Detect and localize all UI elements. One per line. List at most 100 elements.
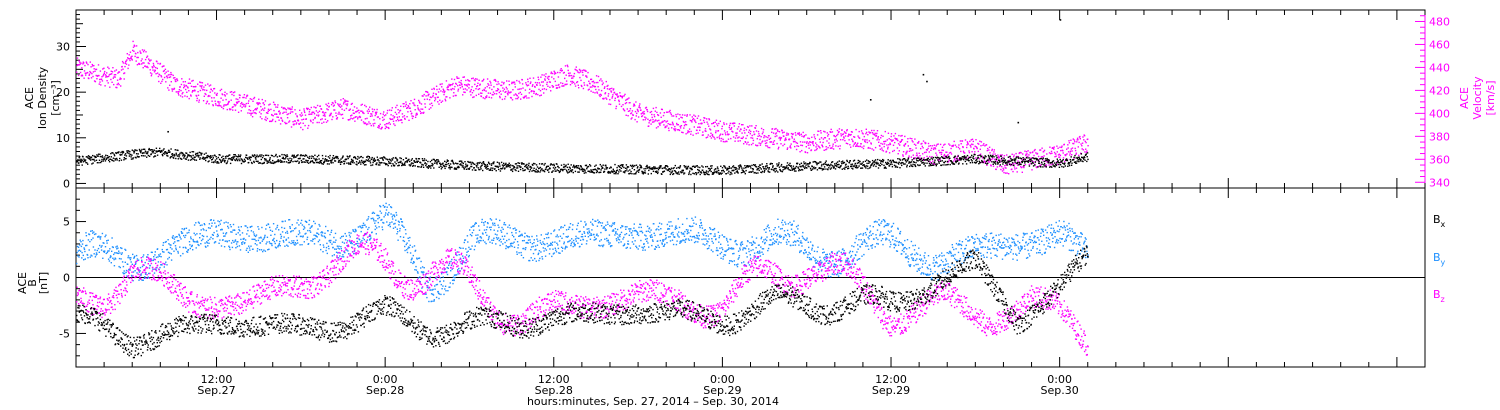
velocity-point: [434, 96, 436, 99]
velocity-point: [664, 120, 666, 122]
velocity-point: [93, 80, 96, 82]
velocity-point: [113, 83, 115, 86]
velocity-point: [572, 75, 574, 77]
density-point: [262, 162, 264, 165]
velocity-point: [765, 145, 767, 147]
velocity-point: [538, 88, 540, 91]
velocity-point: [296, 115, 298, 117]
velocity-point: [345, 103, 347, 105]
velocity-point: [322, 114, 325, 117]
density-point: [857, 166, 859, 169]
velocity-point: [318, 121, 320, 124]
density-point: [865, 167, 867, 169]
density-point: [232, 156, 234, 158]
density-point: [120, 151, 122, 154]
velocity-point: [217, 101, 219, 103]
velocity-point: [163, 76, 166, 79]
velocity-point: [213, 97, 215, 99]
velocity-point: [948, 159, 950, 161]
velocity-point: [418, 99, 420, 102]
velocity-point: [931, 145, 934, 147]
velocity-point: [857, 142, 859, 144]
velocity-point: [1003, 155, 1006, 157]
velocity-point: [679, 125, 681, 128]
velocity-point: [242, 103, 244, 105]
velocity-point: [219, 89, 221, 92]
density-point: [777, 163, 780, 166]
density-point: [378, 160, 380, 162]
density-point: [676, 173, 679, 175]
velocity-point: [99, 78, 101, 81]
density-point: [963, 157, 965, 159]
velocity-point: [253, 112, 255, 114]
velocity-point: [290, 126, 293, 128]
velocity-point: [1020, 165, 1022, 168]
velocity-point: [701, 134, 704, 136]
density-point: [638, 168, 641, 171]
density-point: [440, 168, 443, 170]
density-point: [677, 172, 679, 174]
velocity-point: [592, 80, 595, 82]
velocity-point: [420, 103, 423, 105]
velocity-point: [309, 119, 312, 121]
velocity-point: [631, 117, 633, 119]
density-point: [647, 173, 649, 175]
density-point: [390, 165, 393, 167]
velocity-point: [954, 157, 956, 160]
density-point: [772, 166, 774, 168]
density-point: [572, 166, 574, 168]
velocity-point: [186, 95, 188, 98]
density-tick-label: 0: [63, 177, 70, 190]
velocity-point: [978, 154, 980, 156]
velocity-point: [1034, 148, 1036, 151]
velocity-point: [273, 109, 275, 112]
velocity-point: [1085, 148, 1087, 150]
velocity-point: [755, 130, 758, 132]
density-point: [826, 168, 828, 170]
velocity-point: [98, 74, 100, 77]
velocity-point: [104, 85, 106, 87]
density-point: [745, 166, 748, 168]
density-point: [118, 151, 120, 153]
density-point: [271, 155, 273, 157]
density-point: [108, 159, 110, 161]
velocity-point: [593, 86, 596, 88]
density-point: [379, 164, 381, 166]
density-point: [411, 158, 413, 160]
velocity-point: [600, 94, 602, 96]
velocity-point: [911, 149, 914, 151]
velocity-point: [221, 106, 223, 108]
velocity-point: [172, 74, 174, 77]
velocity-point: [846, 129, 848, 131]
velocity-point: [453, 92, 455, 94]
velocity-point: [604, 93, 606, 95]
velocity-point: [235, 101, 238, 103]
velocity-point: [918, 152, 920, 154]
velocity-point: [112, 77, 114, 79]
velocity-point: [444, 90, 446, 93]
velocity-point: [316, 104, 319, 107]
density-point: [465, 163, 467, 165]
velocity-point: [484, 87, 486, 89]
velocity-point: [76, 57, 79, 59]
density-point: [340, 158, 342, 160]
velocity-point: [248, 109, 250, 111]
velocity-point: [668, 110, 671, 113]
density-point: [362, 156, 364, 159]
velocity-point: [793, 141, 795, 143]
density-point: [881, 160, 883, 163]
velocity-point: [692, 118, 694, 121]
density-point: [539, 171, 541, 173]
density-point: [959, 159, 961, 161]
density-point: [962, 163, 964, 165]
velocity-point: [240, 103, 242, 105]
velocity-point: [678, 129, 680, 131]
density-point: [935, 163, 937, 165]
density-point: [82, 161, 85, 163]
density-point: [518, 162, 520, 164]
velocity-point: [902, 151, 905, 153]
density-point: [223, 160, 225, 162]
density-point: [297, 154, 299, 156]
velocity-point: [669, 123, 671, 126]
velocity-point: [912, 141, 914, 143]
